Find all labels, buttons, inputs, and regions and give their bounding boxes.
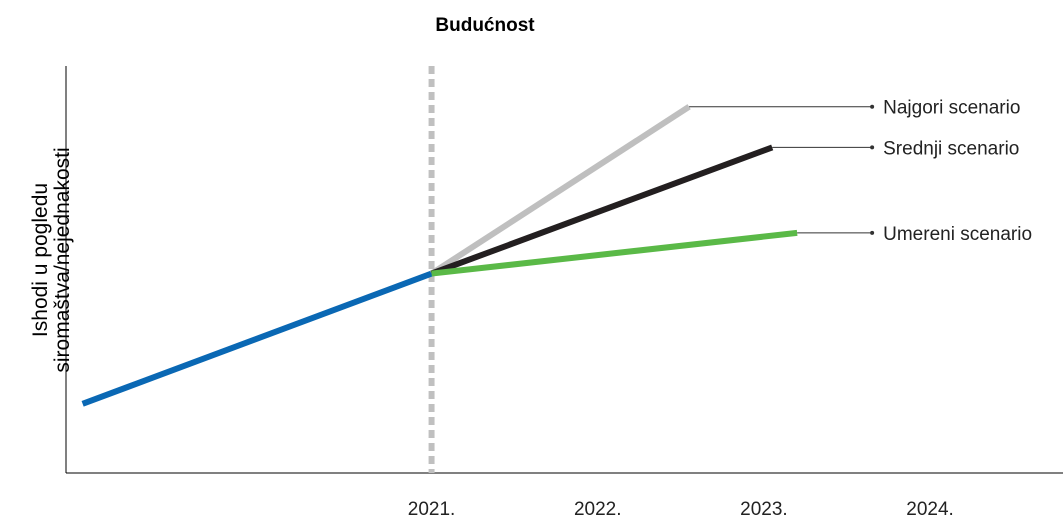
leader-dot-srednji-scenario bbox=[870, 145, 875, 150]
series-line-umereni-scenario bbox=[431, 229, 798, 277]
chart-title: Budućnost bbox=[435, 15, 535, 36]
x-tick-label: 2022. bbox=[574, 499, 622, 518]
x-tick-label: 2023. bbox=[740, 499, 788, 518]
series-line-historical bbox=[81, 270, 433, 407]
x-tick-label: 2024. bbox=[906, 499, 954, 518]
y-axis-label-line-2: siromaštva/nejednakosti bbox=[51, 147, 74, 372]
y-axis-label: Ishodi u pogledu siromaštva/nejednakosti bbox=[29, 147, 74, 372]
x-tick-label: 2021. bbox=[408, 499, 456, 518]
leader-dot-umereni-scenario bbox=[870, 230, 875, 235]
series-line-srednji-scenario bbox=[430, 144, 774, 277]
leader-dot-najgori-scenario bbox=[870, 104, 875, 109]
series-line-najgori-scenario bbox=[429, 104, 691, 277]
legend-label-najgori-scenario: Najgori scenario bbox=[883, 98, 1020, 119]
chart-marks: Najgori scenario Srednji scenario Umereni … bbox=[81, 66, 1032, 518]
legend-label-umereni-scenario: Umereni scenario bbox=[883, 224, 1032, 245]
legend-label-srednji-scenario: Srednji scenario bbox=[883, 138, 1019, 159]
y-axis-label-line-1: Ishodi u pogledu bbox=[29, 183, 52, 337]
